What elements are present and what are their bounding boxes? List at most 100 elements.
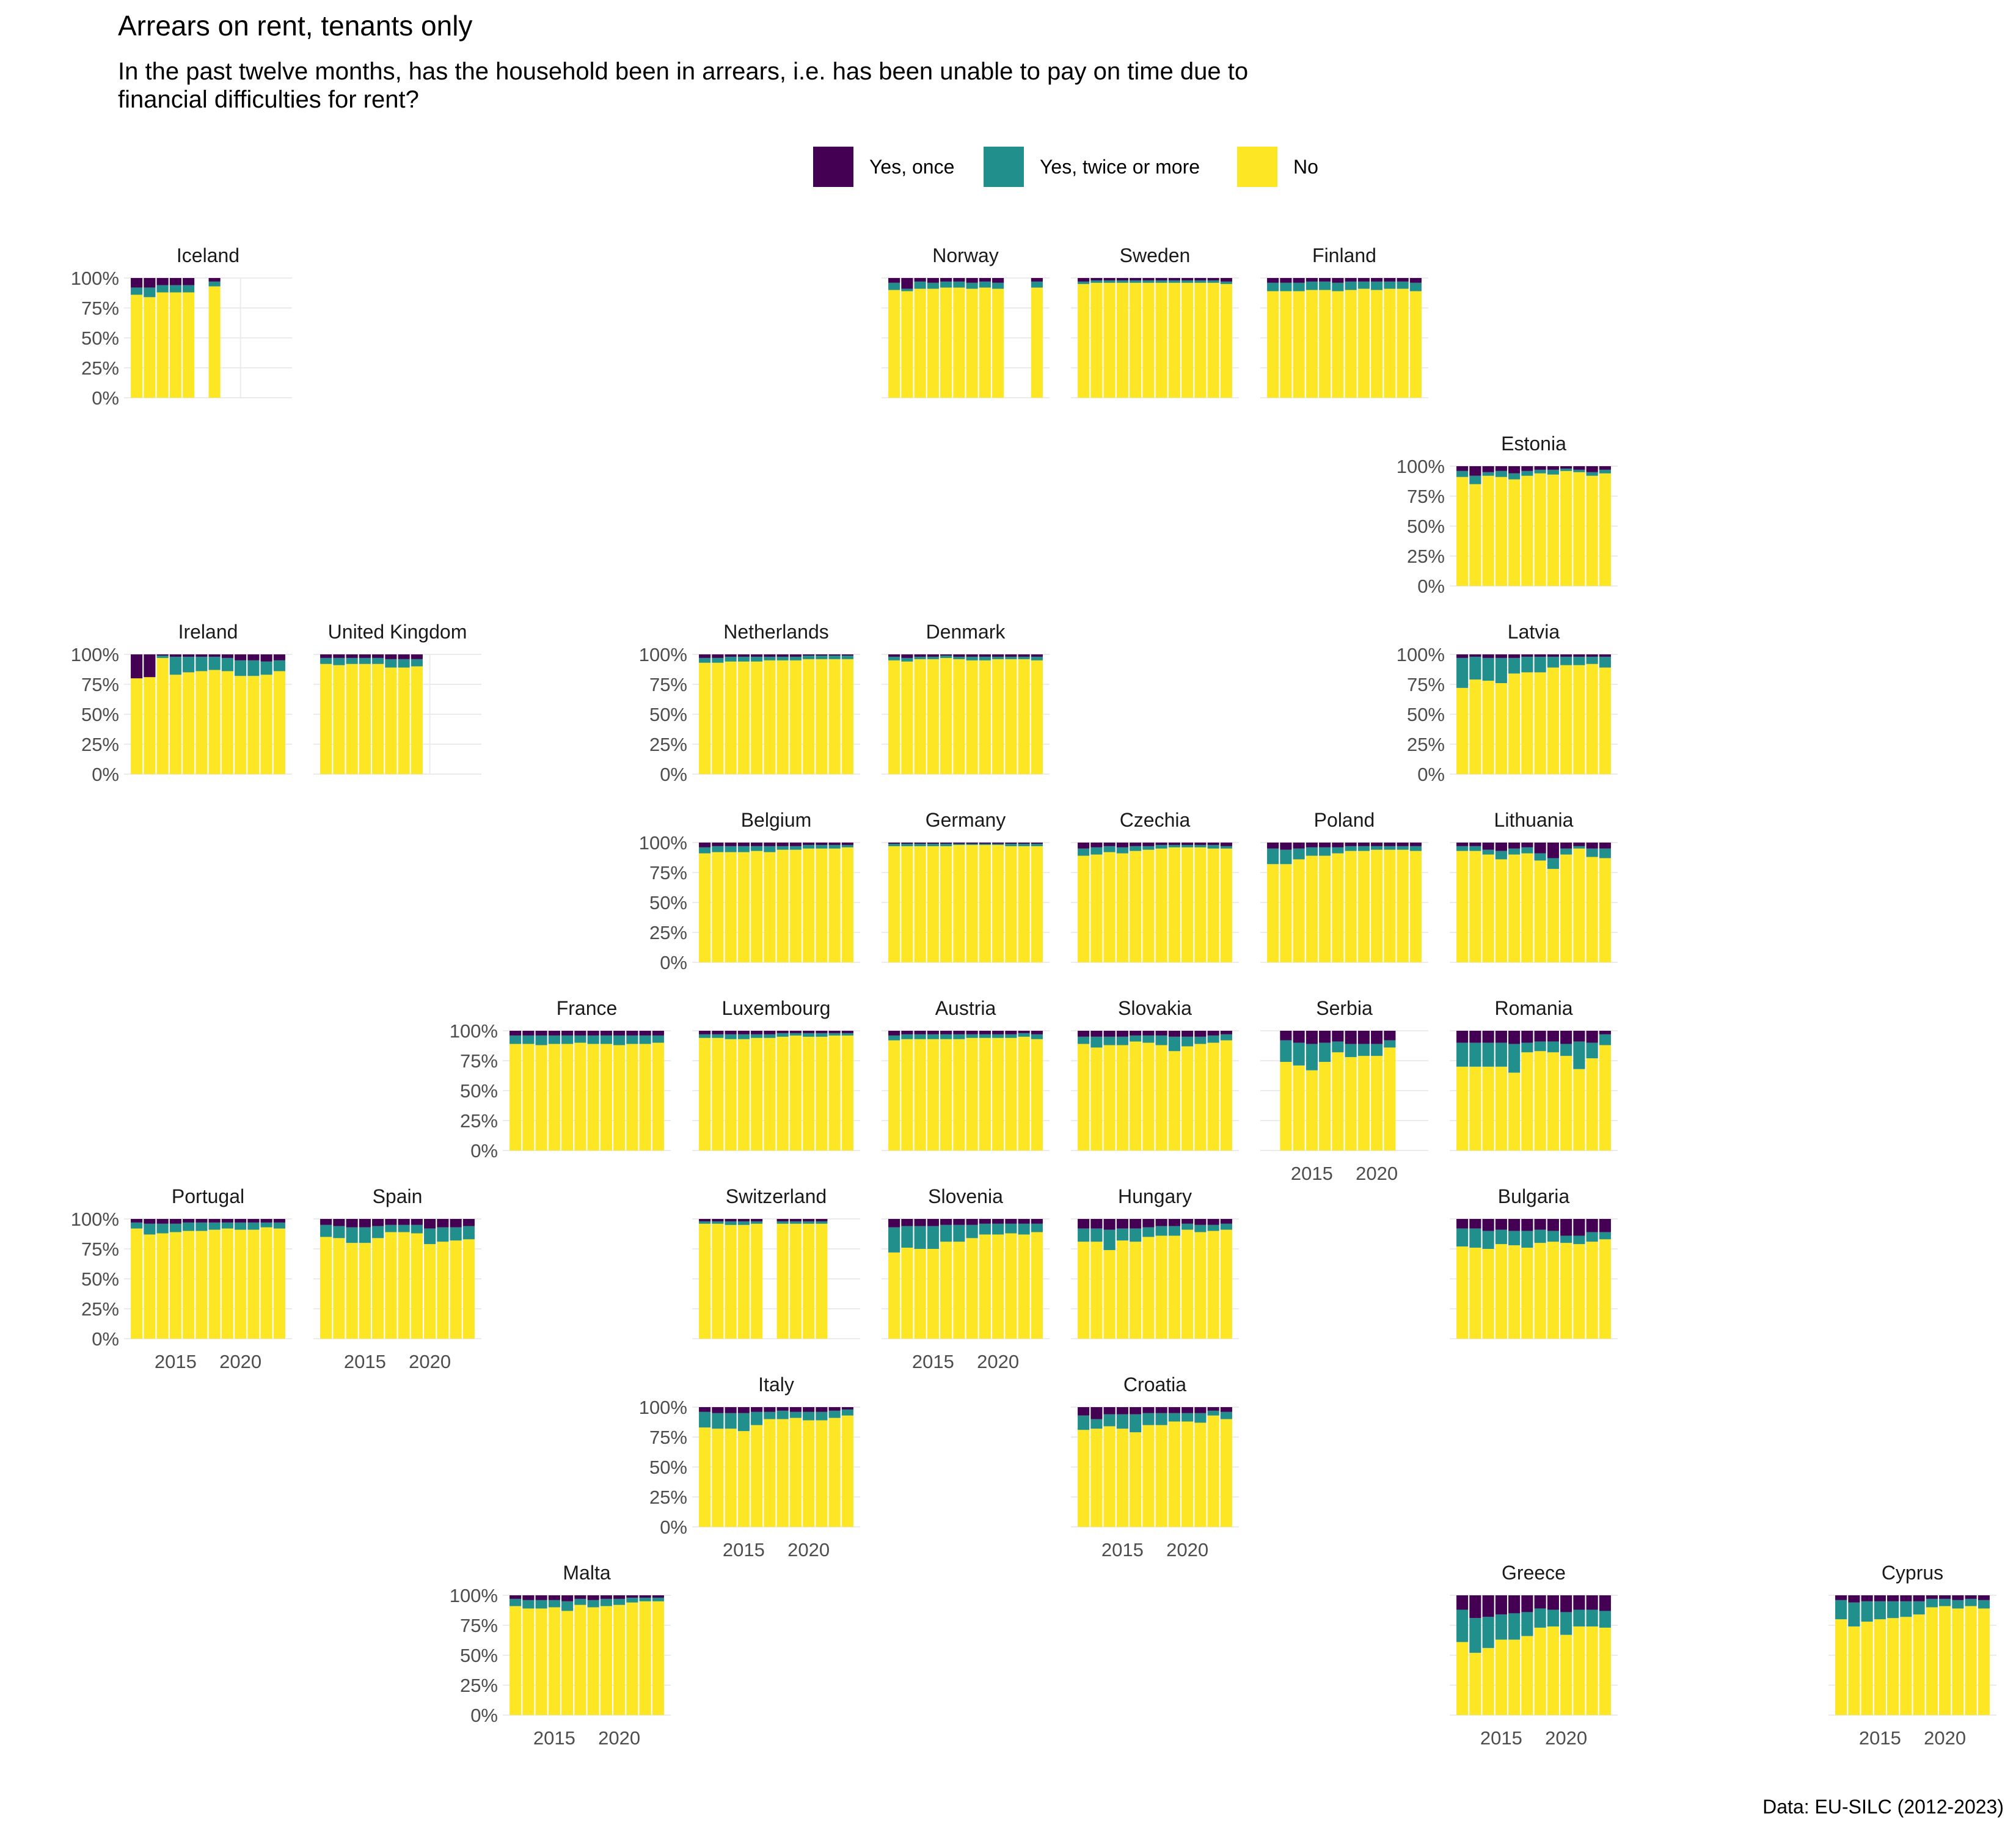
bar-yes-twice (1482, 1231, 1494, 1249)
bar-yes-once (1926, 1595, 1938, 1599)
bar-yes-twice (1560, 656, 1572, 665)
bar-yes-once (953, 654, 965, 657)
bar-no (1371, 849, 1383, 962)
bar-no (235, 676, 247, 774)
bar-no (914, 846, 926, 962)
bar-yes-once (699, 1219, 711, 1221)
bar-no (1469, 851, 1481, 962)
bar-no (1456, 1642, 1469, 1715)
panel-title-latvia: Latvia (1508, 621, 1560, 643)
bar-no (169, 1232, 181, 1339)
bar-no (737, 1431, 750, 1527)
bar-yes-twice (841, 1033, 853, 1036)
bar-no (131, 678, 143, 774)
bar-yes-twice (927, 282, 939, 289)
panel-title-luxembourg: Luxembourg (722, 997, 831, 1019)
bar-yes-once (1018, 1031, 1030, 1033)
bar-yes-twice (626, 1035, 638, 1044)
bar-yes-twice (1207, 844, 1219, 849)
bar-yes-once (1874, 1595, 1886, 1601)
bar-no (1456, 1246, 1469, 1339)
bar-yes-once (1965, 1595, 1977, 1599)
bar-yes-once (1508, 466, 1521, 474)
bar-yes-once (247, 654, 260, 660)
bar-yes-twice (953, 281, 965, 288)
bar-yes-twice (751, 656, 763, 662)
bar-yes-once (992, 654, 1004, 657)
bar-yes-twice (522, 1035, 535, 1044)
bar-yes-twice (901, 1034, 913, 1039)
bar-yes-twice (764, 846, 776, 852)
panel-title-denmark: Denmark (926, 621, 1006, 643)
bar-yes-once (1560, 1219, 1572, 1236)
bar-no (1116, 853, 1128, 962)
bar-yes-once (1835, 1595, 1847, 1600)
panel-czechia: Czechia (1071, 809, 1239, 963)
bar-yes-once (1306, 1031, 1318, 1044)
bar-yes-twice (535, 1600, 547, 1609)
bar-no (1397, 849, 1409, 962)
bar-yes-twice (1293, 848, 1305, 860)
bar-yes-once (953, 1219, 965, 1225)
bar-yes-once (450, 1219, 462, 1227)
bar-no (699, 1427, 711, 1527)
bar-no (1599, 1239, 1611, 1339)
bar-no (1267, 864, 1279, 962)
bar-no (1142, 282, 1155, 398)
bar-yes-twice (1469, 1618, 1481, 1653)
bar-no (1409, 291, 1422, 398)
y-tick-label: 75% (649, 674, 687, 695)
bar-yes-once (1332, 1031, 1344, 1042)
bar-yes-once (979, 654, 991, 657)
bar-yes-twice (816, 1221, 828, 1224)
bar-yes-once (764, 654, 776, 657)
bar-yes-twice (1965, 1598, 1977, 1606)
bar-yes-twice (1207, 1035, 1219, 1043)
bar-yes-twice (1220, 281, 1232, 284)
bar-yes-twice (1306, 847, 1318, 856)
bar-yes-twice (1835, 1600, 1847, 1620)
bar-yes-twice (1384, 846, 1396, 850)
bar-yes-once (613, 1031, 626, 1036)
bar-no (208, 670, 221, 774)
legend-swatch-yes-once (813, 147, 853, 187)
x-tick-label: 2015 (533, 1727, 575, 1749)
bar-yes-twice (273, 1222, 285, 1229)
bar-no (751, 1425, 763, 1527)
bar-yes-once (385, 654, 397, 659)
bar-no (1573, 1626, 1585, 1715)
bar-yes-twice (1142, 1035, 1155, 1043)
bar-yes-twice (1031, 1034, 1043, 1039)
bar-yes-once (1207, 1407, 1219, 1411)
bar-yes-twice (1293, 282, 1305, 291)
bar-yes-twice (1599, 1611, 1611, 1628)
panel-belgium: Belgium 0% 25% 50% 75% 100% (639, 809, 860, 973)
bar-no (764, 852, 776, 962)
bar-yes-once (1018, 1219, 1030, 1224)
bar-yes-once (522, 1031, 535, 1036)
bar-yes-once (914, 654, 926, 657)
bar-no (776, 1223, 789, 1339)
bar-yes-once (789, 654, 802, 657)
bar-no (1534, 672, 1546, 774)
bar-yes-once (803, 1407, 815, 1412)
bar-no (1181, 282, 1194, 398)
bar-yes-once (600, 1031, 612, 1036)
bar-yes-once (1005, 1219, 1017, 1224)
bar-yes-once (966, 1219, 978, 1225)
bar-yes-twice (1573, 1041, 1585, 1069)
bar-yes-twice (966, 1034, 978, 1038)
bar-yes-once (398, 654, 410, 659)
bar-no (927, 1249, 939, 1339)
bar-yes-twice (764, 1411, 776, 1419)
bar-yes-twice (156, 285, 169, 293)
bar-no (1835, 1619, 1847, 1715)
bar-yes-once (699, 1031, 711, 1034)
x-tick-label: 2015 (1101, 1539, 1144, 1560)
bar-yes-twice (144, 1223, 156, 1235)
bar-yes-twice (1586, 472, 1598, 476)
bar-no (1319, 855, 1331, 962)
x-tick-label: 2020 (409, 1351, 451, 1372)
bar-yes-once (208, 1219, 221, 1223)
bar-yes-twice (1469, 475, 1481, 485)
